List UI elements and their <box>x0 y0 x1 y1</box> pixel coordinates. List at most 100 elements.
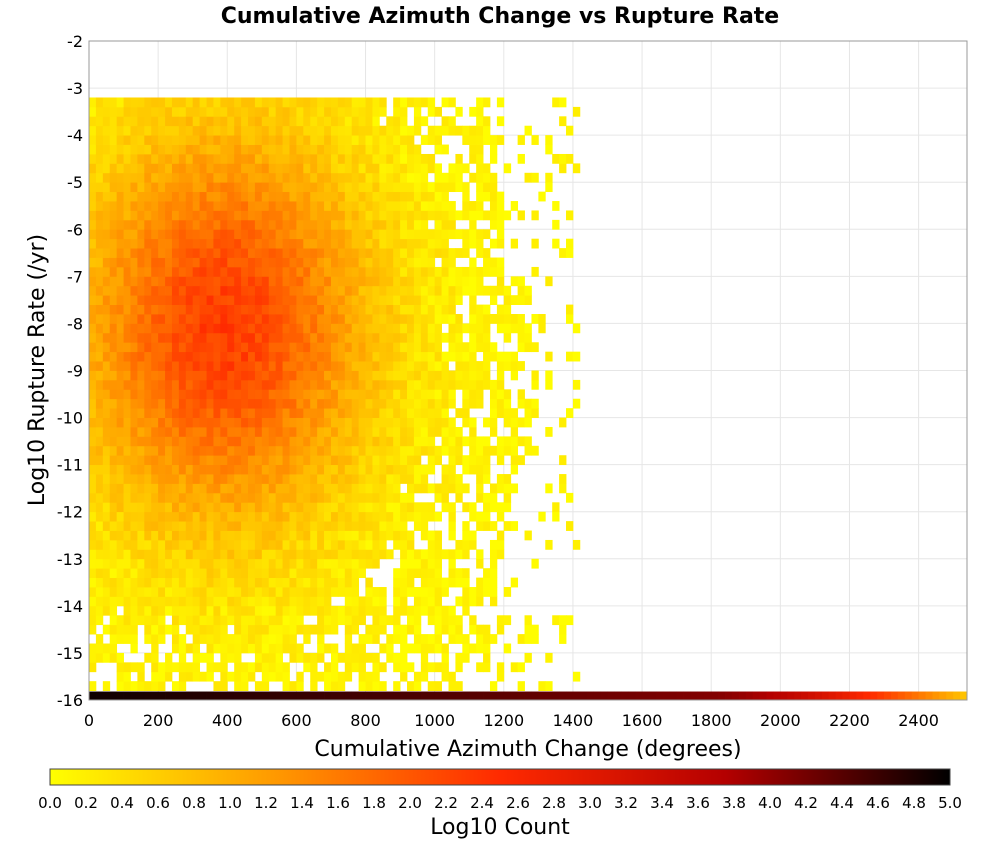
heatmap-cell <box>227 549 235 560</box>
heatmap-cell <box>213 153 221 164</box>
heatmap-cell <box>407 445 415 456</box>
x-tick-label: 400 <box>212 711 243 730</box>
heatmap-cell <box>489 172 498 183</box>
heatmap-cell <box>476 521 484 531</box>
heatmap-cell <box>434 398 442 409</box>
heatmap-cell <box>503 314 512 324</box>
heatmap-cell <box>178 304 187 315</box>
heatmap-cell <box>254 351 263 362</box>
heatmap-cell <box>241 681 249 691</box>
heatmap-cell <box>330 417 339 428</box>
heatmap-cell <box>517 210 525 221</box>
heatmap-cell <box>496 389 505 400</box>
heatmap-cell <box>275 248 283 258</box>
heatmap-cell <box>89 351 97 362</box>
heatmap-cell <box>427 681 436 691</box>
heatmap-cell <box>282 266 290 277</box>
heatmap-cell <box>151 285 159 296</box>
heatmap-cell <box>379 539 387 550</box>
heatmap-cell <box>227 379 235 390</box>
heatmap-cell <box>379 248 387 258</box>
heatmap-cell <box>144 577 152 588</box>
heatmap-cell <box>227 106 235 117</box>
heatmap-cell <box>386 436 394 447</box>
heatmap-cell <box>241 257 249 268</box>
heatmap-cell <box>227 276 235 287</box>
heatmap-cell <box>171 530 180 541</box>
heatmap-cell <box>296 483 304 494</box>
heatmap-cell <box>296 135 304 145</box>
heatmap-cell <box>206 662 214 673</box>
heatmap-cell <box>379 662 387 673</box>
heatmap-cell <box>254 445 263 456</box>
heatmap-cell <box>137 671 145 682</box>
heatmap-cell <box>496 210 505 221</box>
heatmap-cell <box>337 417 346 428</box>
heatmap-cell <box>171 295 180 305</box>
heatmap-cell <box>234 285 242 296</box>
bottom-row-cell <box>607 691 615 700</box>
heatmap-cell <box>268 634 277 644</box>
heatmap-cell <box>234 530 242 541</box>
heatmap-cell <box>261 210 270 221</box>
heatmap-cell <box>206 634 214 644</box>
heatmap-cell <box>178 398 187 409</box>
heatmap-cell <box>531 370 539 381</box>
heatmap-cell <box>206 144 214 155</box>
heatmap-cell <box>489 483 498 494</box>
heatmap-cell <box>95 201 104 211</box>
heatmap-cell <box>420 671 429 682</box>
heatmap-cell <box>268 652 277 663</box>
heatmap-cell <box>137 681 145 691</box>
heatmap-cell <box>310 323 318 334</box>
heatmap-cell <box>330 191 339 202</box>
heatmap-cell <box>358 596 366 607</box>
heatmap-cell <box>448 285 456 296</box>
heatmap-cell <box>462 125 470 136</box>
heatmap-cell <box>427 285 436 296</box>
heatmap-cell <box>434 248 442 258</box>
heatmap-cell <box>393 596 401 607</box>
heatmap-cell <box>393 172 401 183</box>
heatmap-cell <box>151 219 159 230</box>
heatmap-cell <box>261 492 270 503</box>
x-tick-label: 2000 <box>760 711 801 730</box>
bottom-row-cell <box>621 691 629 700</box>
heatmap-cell <box>178 210 187 221</box>
heatmap-cell <box>441 549 449 560</box>
heatmap-cell <box>282 276 290 287</box>
heatmap-cell <box>317 276 325 287</box>
heatmap-cell <box>220 229 228 240</box>
heatmap-cell <box>220 521 228 531</box>
heatmap-cell <box>158 219 166 230</box>
heatmap-cell <box>379 191 387 202</box>
heatmap-cell <box>413 474 422 484</box>
heatmap-cell <box>89 116 97 127</box>
heatmap-cell <box>455 426 463 437</box>
heatmap-cell <box>413 426 422 437</box>
heatmap-cell <box>441 624 449 635</box>
heatmap-cell <box>448 116 456 127</box>
heatmap-cell <box>483 135 491 145</box>
heatmap-cell <box>220 295 228 305</box>
heatmap-cell <box>234 426 242 437</box>
colorbar-tick-label: 5.0 <box>938 794 962 812</box>
heatmap-cell <box>469 436 477 447</box>
heatmap-cell <box>448 558 456 569</box>
heatmap-cell <box>213 662 221 673</box>
heatmap-cell <box>234 577 242 588</box>
heatmap-cell <box>469 389 477 400</box>
heatmap-cell <box>227 605 235 616</box>
heatmap-cell <box>531 266 539 277</box>
heatmap-cell <box>220 389 228 400</box>
heatmap-cell <box>151 643 159 654</box>
heatmap-cell <box>95 417 104 428</box>
heatmap-cell <box>123 492 131 503</box>
heatmap-cell <box>102 172 111 183</box>
heatmap-cell <box>296 521 304 531</box>
heatmap-cell <box>268 172 277 183</box>
heatmap-cell <box>330 323 339 334</box>
heatmap-cell <box>116 295 124 305</box>
heatmap-cell <box>407 323 415 334</box>
heatmap-cell <box>296 530 304 541</box>
